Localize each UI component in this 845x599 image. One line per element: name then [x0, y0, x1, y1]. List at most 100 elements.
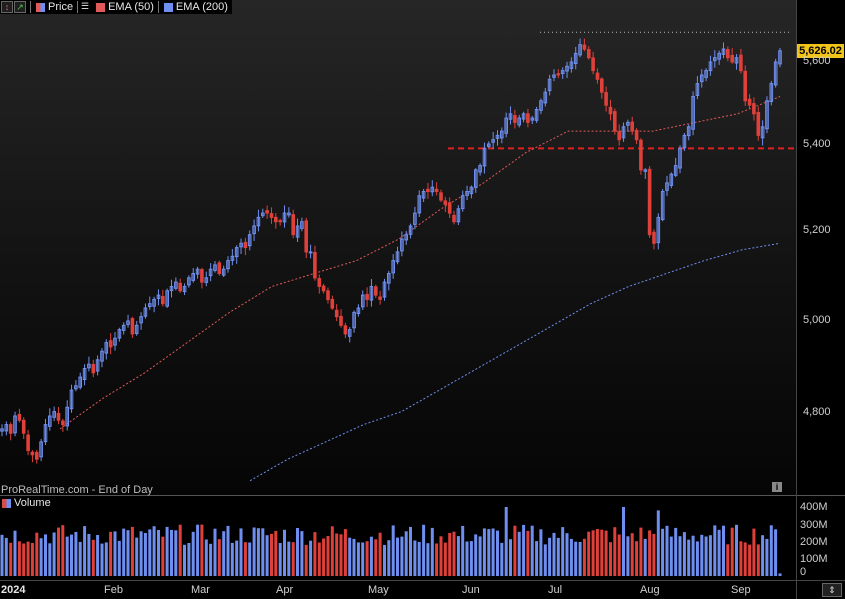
candle-body — [460, 195, 465, 210]
candle-body — [713, 57, 717, 62]
volume-bar — [730, 527, 734, 576]
volume-bar — [678, 536, 682, 576]
candle-body — [621, 126, 626, 139]
volume-bar — [352, 538, 356, 576]
list-icon[interactable]: ☰ — [81, 1, 90, 11]
price-legend-label[interactable]: Price — [48, 1, 74, 13]
volume-bar — [482, 528, 486, 576]
price-axis[interactable] — [796, 0, 845, 599]
volume-bar — [448, 533, 452, 576]
candle-body — [595, 72, 600, 80]
volume-bar — [261, 528, 265, 576]
scroll-arrows-icon[interactable]: ⇕ — [822, 583, 842, 597]
volume-bar — [187, 543, 191, 576]
volume-bar — [256, 528, 260, 576]
candle-body — [21, 419, 26, 434]
volume-bar — [248, 542, 252, 576]
candle-body — [617, 131, 622, 141]
ema200-legend-label[interactable]: EMA (200) — [175, 1, 228, 13]
candle-body — [691, 96, 695, 130]
candle-body — [613, 111, 617, 132]
volume-bar — [574, 541, 578, 576]
candle-body — [178, 282, 182, 292]
candle-body — [569, 61, 574, 69]
volume-bar — [761, 535, 765, 576]
volume-bar — [400, 536, 404, 576]
volume-bar — [209, 543, 213, 576]
candle-body — [78, 376, 83, 388]
candle-body — [573, 52, 578, 65]
panel-divider[interactable] — [0, 495, 845, 496]
volume-swatch — [2, 498, 11, 508]
volume-bar — [409, 526, 412, 576]
volume-bar — [4, 537, 8, 576]
candle-body — [656, 216, 661, 244]
volume-bar — [135, 537, 139, 576]
candle-body — [747, 98, 752, 106]
volume-bar — [87, 534, 91, 576]
chart-type-icon[interactable]: ↕ — [1, 1, 13, 13]
volume-bar — [326, 536, 330, 576]
volume-bar — [578, 542, 582, 576]
candle-body — [300, 221, 304, 229]
volume-bar — [57, 527, 60, 576]
candle-body — [600, 78, 604, 93]
ema50-legend-label[interactable]: EMA (50) — [108, 1, 154, 13]
info-icon[interactable]: i — [772, 482, 782, 492]
volume-bar — [513, 525, 517, 576]
candle-body — [739, 54, 743, 72]
candle-body — [182, 286, 187, 293]
candle-body — [504, 117, 508, 134]
candle-body — [365, 293, 369, 300]
volume-bar — [213, 528, 217, 576]
candle-body — [721, 48, 726, 55]
candle-body — [669, 173, 674, 186]
candle-body — [134, 324, 139, 334]
volume-bar — [713, 525, 717, 576]
candle-body — [682, 134, 687, 149]
volume-bar — [404, 531, 408, 576]
date-label-month: Sep — [731, 584, 751, 596]
volume-bar — [143, 533, 147, 576]
candle-body — [48, 415, 52, 427]
volume-bar — [374, 539, 378, 576]
volume-bar — [22, 543, 26, 576]
candle-body — [252, 225, 256, 235]
volume-bar — [717, 529, 721, 576]
volume-bar — [535, 541, 539, 576]
volume-bar — [17, 541, 21, 576]
chart-settings-icon[interactable]: ↗ — [14, 1, 26, 13]
candle-body — [726, 49, 730, 59]
candle-body — [278, 220, 282, 223]
volume-bar — [148, 529, 152, 576]
volume-bar — [561, 527, 565, 576]
candle-body — [400, 238, 404, 252]
volume-legend-label[interactable]: Volume — [14, 497, 51, 509]
volume-bar — [743, 542, 747, 576]
volume-bar — [378, 532, 382, 576]
volume-bar — [491, 528, 495, 576]
volume-bar — [152, 526, 156, 576]
volume-bar — [287, 541, 291, 576]
candle-body — [556, 73, 561, 76]
candle-body — [304, 220, 308, 253]
volume-bar — [469, 541, 473, 576]
candle-body — [0, 428, 4, 432]
candle-body — [382, 281, 387, 298]
candle-body — [43, 424, 48, 443]
volume-bar — [335, 533, 339, 576]
candle-body — [191, 273, 195, 281]
candle-body — [217, 262, 222, 274]
volume-bar — [539, 529, 543, 576]
candle-body — [74, 385, 78, 390]
candle-body — [234, 247, 239, 258]
candle-body — [156, 294, 161, 299]
candle-body — [87, 363, 91, 369]
candle-body — [69, 389, 74, 410]
candle-body — [626, 121, 630, 126]
candle-body — [91, 364, 96, 374]
chart-legend: ↕ ↗ Price ☰ EMA (50) EMA (200) — [0, 0, 232, 14]
volume-bar — [26, 541, 30, 576]
volume-bar — [230, 542, 234, 576]
candle-body — [265, 210, 269, 214]
